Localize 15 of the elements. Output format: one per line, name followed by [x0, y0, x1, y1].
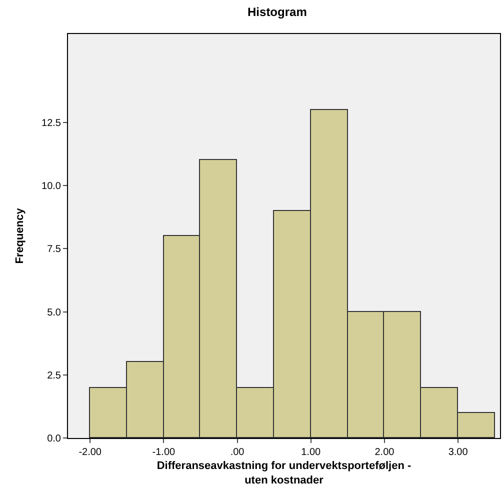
- x-tick-label: 3.00: [448, 447, 468, 458]
- y-axis-title: Frequency: [14, 207, 26, 264]
- x-tick-label: 1.00: [301, 447, 322, 458]
- y-tick-label: 5.0: [47, 307, 62, 318]
- x-tick-label: 2.00: [374, 447, 395, 458]
- x-tick-label: -1.00: [152, 447, 176, 458]
- y-tick-label: 2.5: [47, 370, 62, 382]
- chart-title: Histogram: [248, 4, 307, 19]
- x-tick-label: -2.00: [78, 447, 102, 458]
- y-tick-label: 0.0: [47, 434, 62, 444]
- y-tick-label: 12.5: [42, 118, 62, 129]
- y-tick-label: 10.0: [42, 181, 62, 192]
- x-axis-title: Differanseavkastning for undervektsporteføljen - uten kostnader: [156, 460, 412, 486]
- y-tick-label: 7.5: [47, 244, 62, 256]
- x-tick-label: .00: [230, 447, 245, 458]
